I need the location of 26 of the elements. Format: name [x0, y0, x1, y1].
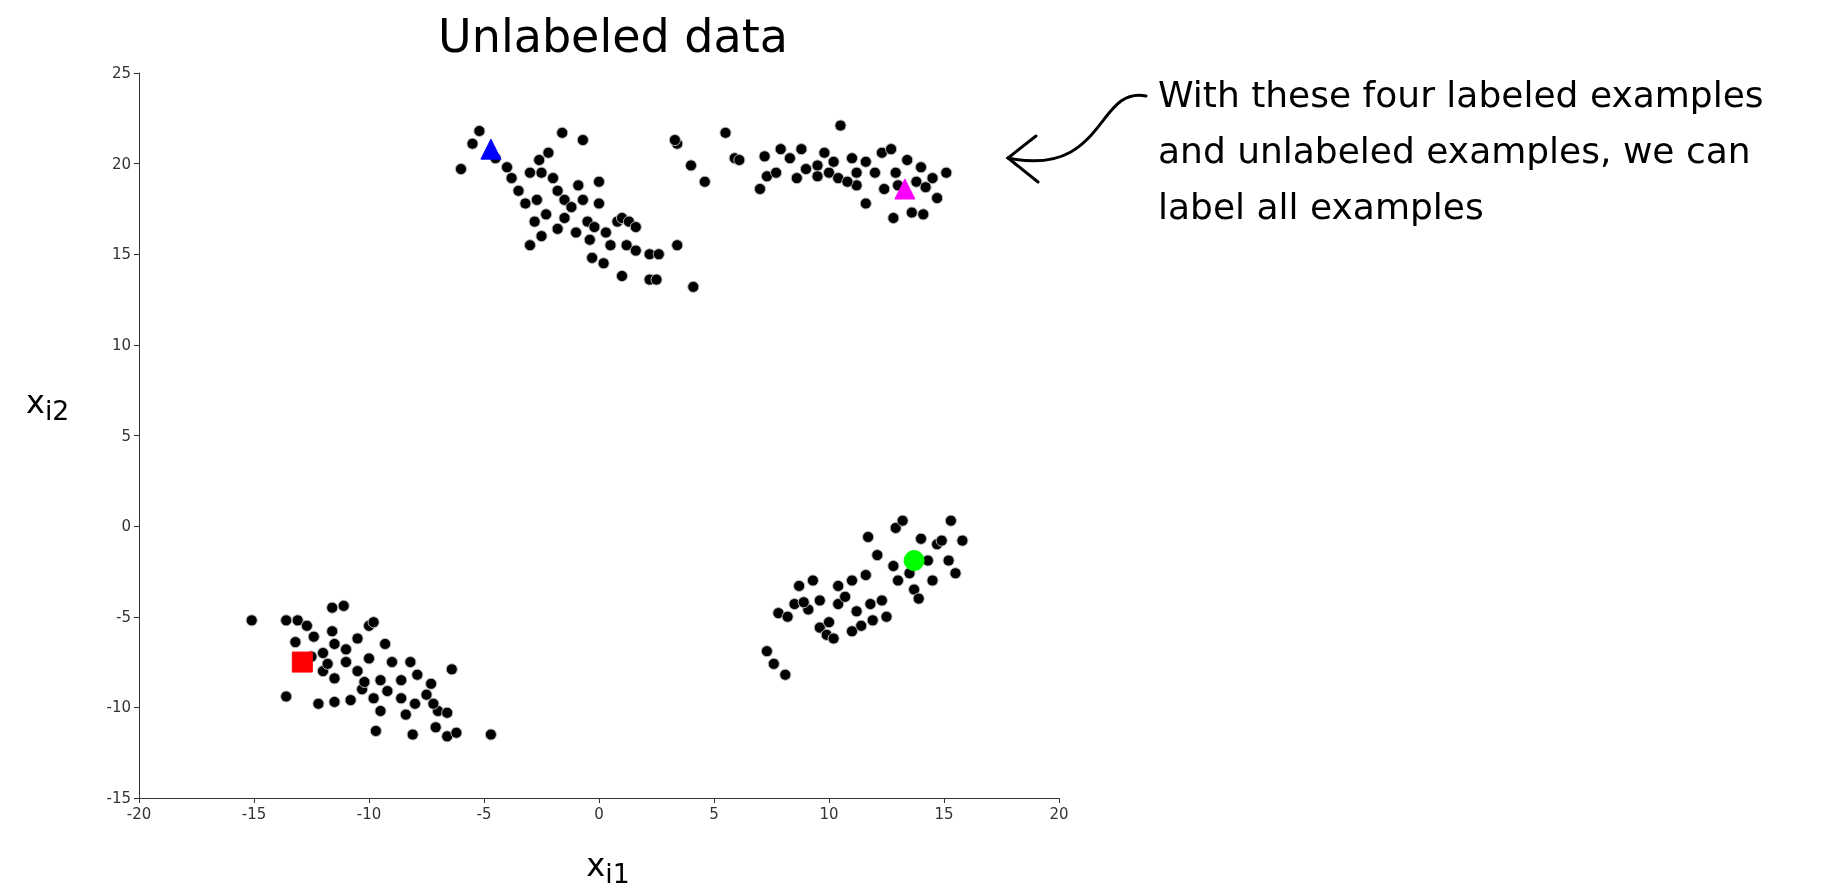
x-axis-title: x$_{i1}$ — [586, 846, 630, 889]
y-tick-label: 0 — [121, 517, 131, 536]
chart-title: Unlabeled data — [438, 9, 788, 63]
y-tick-label: 10 — [111, 335, 131, 354]
x-tick-label: 10 — [819, 804, 839, 823]
x-tick-label: 15 — [934, 804, 954, 823]
y-tick-label: -5 — [116, 607, 131, 626]
x-tick-label: -20 — [126, 804, 152, 823]
x-tick-label: 5 — [709, 804, 719, 823]
x-tick-label: 0 — [594, 804, 604, 823]
y-tick-label: 25 — [111, 64, 131, 82]
y-axis-title: x$_{i2}$ — [26, 383, 70, 427]
x-tick-label: -15 — [241, 804, 267, 823]
x-tick-label: 20 — [1049, 804, 1069, 823]
point — [894, 178, 916, 200]
y-tick-label: 20 — [111, 154, 131, 173]
x-tick-label: -10 — [356, 804, 382, 823]
y-tick-label: -10 — [106, 698, 131, 717]
x-tick-label: -5 — [476, 804, 492, 823]
y-tick-label: 5 — [121, 426, 131, 445]
point — [903, 550, 925, 572]
point — [291, 651, 313, 673]
text: With these four labeled examples and unlabeled examples, we can label all examples — [1158, 73, 1776, 227]
y-tick-label: 15 — [111, 245, 131, 264]
point — [480, 138, 502, 160]
y-tick-label: -15 — [106, 789, 131, 807]
